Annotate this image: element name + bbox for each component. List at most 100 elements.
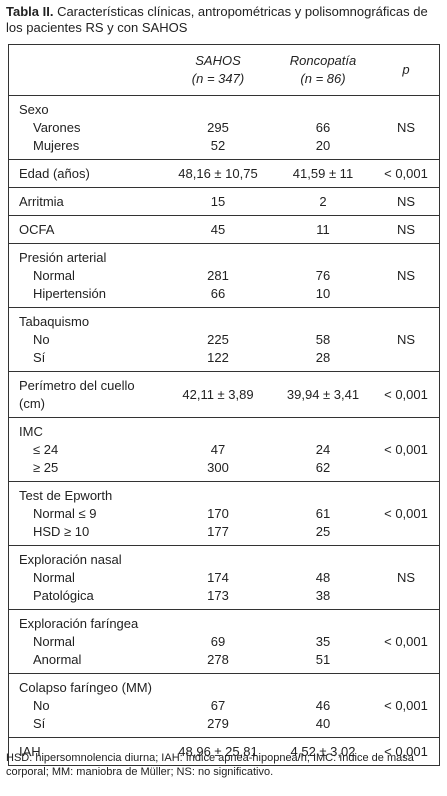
cell-ronco: 76 [315,268,331,283]
cell-sahos [163,244,273,268]
cell-p: < 0,001 [384,506,428,521]
header-cell [9,45,164,96]
cell-ronco: 11 [316,222,330,237]
cell-ronco: 39,94 ± 3,41 [286,387,360,402]
row-label: IMC [19,424,43,439]
cell-p [373,96,440,120]
cell-ronco: 25 [315,524,331,539]
cell-p: NS [396,570,416,585]
cell-sahos: 67 [210,698,226,713]
cell-ronco [273,674,373,698]
row-label: Hipertensión [33,286,106,301]
row-label: IAH [19,744,41,759]
cell-ronco: 20 [315,138,331,153]
cell-sahos: 177 [207,524,229,539]
row-label: No [33,698,50,713]
row-label: Edad (años) [19,166,90,181]
footnote: HSD: hipersomnolencia diurna; IAH: índic… [6,752,414,778]
cell-ronco: 62 [315,460,331,475]
cell-sahos: 45 [210,222,226,237]
row-label: Normal [33,570,75,585]
row-label: Arritmia [19,194,64,209]
cell-ronco: 58 [315,332,331,347]
cell-sahos: 281 [207,268,229,283]
table-row: Sí 122 28 [9,349,440,372]
row-group: IAH 48,96 ± 25,81 4,52 ± 3,02 < 0,001 [8,737,440,766]
table-row: Patológica 173 38 [9,587,440,610]
row-label: Normal ≤ 9 [33,506,97,521]
cell-sahos: 278 [207,652,229,667]
row-group: Sexo Varones 295 66 NS Mujeres 52 20 [8,95,440,160]
cell-sahos [163,308,273,332]
row-group: Perímetro del cuello (cm) 42,11 ± 3,89 39,… [8,371,440,418]
table-row: Sexo [9,96,440,120]
cell-p: NS [396,268,416,283]
cell-ronco: 4,52 ± 3,02 [290,744,356,759]
cell-ronco [273,482,373,506]
row-group: Edad (años) 48,16 ± 10,75 41,59 ± 11 < 0,00… [8,159,440,188]
cell-ronco: 61 [315,506,331,521]
table-row: Mujeres 52 20 [9,137,440,160]
row-label: Sexo [19,102,49,117]
cell-sahos [163,96,273,120]
cell-ronco [273,546,373,570]
cell-ronco: 40 [315,716,331,731]
row-label: Tabaquismo [19,314,90,329]
row-group: Colapso faríngeo (MM) No 67 46 < 0,001 Sí 279 4… [8,673,440,738]
cell-sahos: 15 [210,194,226,209]
row-label: Sí [33,716,46,731]
row-label: OCFA [19,222,55,237]
row-label: Sí [33,350,46,365]
table-row: Varones 295 66 NS [9,119,440,137]
row-label: Anormal [33,652,82,667]
col-name: Roncopatía [289,53,357,68]
cell-p [373,459,440,482]
cell-p: NS [396,222,416,237]
cell-sahos: 225 [207,332,229,347]
header-cell: Roncopatía (n = 86) [273,45,373,96]
cell-sahos: 174 [207,570,229,585]
row-label: Exploración faríngea [19,616,139,631]
col-name: SAHOS [195,53,241,68]
cell-p: < 0,001 [384,634,428,649]
table-row: Sí 279 40 [9,715,440,738]
cell-ronco: 46 [315,698,331,713]
row-label: Patológica [33,588,94,603]
cell-p: < 0,001 [384,166,428,181]
cell-ronco: 51 [315,652,331,667]
row-label: Varones [33,120,81,135]
cell-p [373,308,440,332]
table-row: ≥ 25 300 62 [9,459,440,482]
table-row: No 67 46 < 0,001 [9,697,440,715]
row-label: No [33,332,50,347]
cell-p [373,651,440,674]
cell-ronco: 10 [315,286,331,301]
cell-ronco: 41,59 ± 11 [292,166,354,181]
table-row: ≤ 24 47 24 < 0,001 [9,441,440,459]
cell-ronco: 35 [315,634,331,649]
cell-sahos: 47 [210,442,226,457]
header-cell: p [373,45,440,96]
cell-p: < 0,001 [384,698,428,713]
cell-p [373,285,440,308]
cell-p [373,546,440,570]
row-label: Mujeres [33,138,80,153]
cell-ronco: 66 [315,120,331,135]
row-label: Presión arterial [19,250,107,265]
cell-ronco [273,610,373,634]
row-label: Exploración nasal [19,552,122,567]
cell-p: NS [396,120,416,135]
table-row: Exploración faríngea [9,610,440,634]
header-row: SAHOS (n = 347) Roncopatía (n = 86) p [9,45,440,96]
cell-ronco: 2 [319,194,327,209]
table-row: Exploración nasal [9,546,440,570]
table-row: Tabaquismo [9,308,440,332]
table-row: Edad (años) 48,16 ± 10,75 41,59 ± 11 < 0,00… [9,160,440,188]
cell-sahos [163,418,273,442]
row-group: Tabaquismo No 225 58 NS Sí 122 28 [8,307,440,372]
cell-sahos: 42,11 ± 3,89 [182,387,254,402]
row-group: IMC ≤ 24 47 24 < 0,001 ≥ 25 300 62 [8,417,440,482]
table-row: Normal 69 35 < 0,001 [9,633,440,651]
row-group: Presión arterial Normal 281 76 NS Hipertensió… [8,243,440,308]
